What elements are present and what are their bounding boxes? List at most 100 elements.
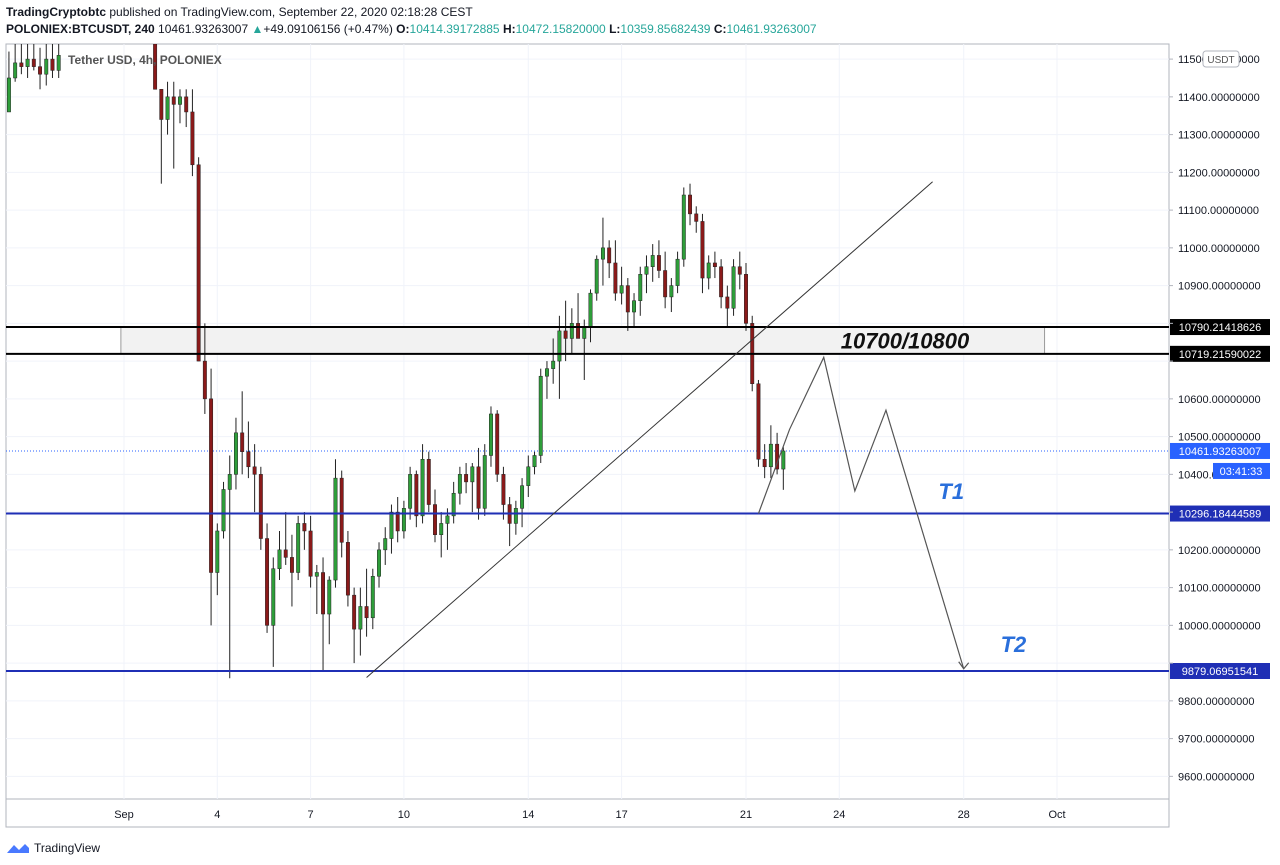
candle-down[interactable] — [184, 89, 189, 128]
candle-up[interactable] — [551, 338, 556, 384]
candle-down[interactable] — [433, 489, 437, 543]
candle-down[interactable] — [345, 530, 350, 607]
candle-down[interactable] — [762, 444, 767, 479]
publisher-name[interactable]: TradingCryptobtc — [6, 5, 107, 19]
candle-up[interactable] — [650, 244, 655, 282]
candle-up[interactable] — [632, 293, 636, 328]
footer-brand[interactable]: TradingView — [34, 841, 101, 855]
last-price-tag[interactable]: 10461.93263007 — [1170, 442, 1270, 459]
candle-down[interactable] — [756, 379, 761, 467]
candle-up[interactable] — [594, 255, 599, 301]
candle-up[interactable] — [638, 266, 643, 316]
candle-down[interactable] — [725, 285, 730, 328]
level-price-label[interactable]: 10296.18444589 — [1170, 505, 1270, 522]
candle-up[interactable] — [482, 444, 487, 516]
candle-down[interactable] — [31, 44, 36, 71]
candle-down[interactable] — [414, 470, 419, 528]
candle-down[interactable] — [694, 206, 699, 233]
candle-up[interactable] — [420, 444, 425, 524]
candle-up[interactable] — [600, 217, 605, 286]
candle-up[interactable] — [451, 481, 456, 524]
candle-up[interactable] — [545, 361, 549, 399]
candle-up[interactable] — [215, 523, 220, 596]
candle-up[interactable] — [377, 542, 381, 588]
candle-up[interactable] — [277, 530, 282, 581]
candle-up[interactable] — [532, 451, 537, 475]
projection-path[interactable] — [757, 355, 965, 669]
candle-down[interactable] — [283, 512, 288, 565]
candle-down[interactable] — [209, 368, 214, 626]
candle-up[interactable] — [489, 406, 493, 467]
candle-up[interactable] — [538, 368, 543, 464]
level-price-label[interactable]: 10790.21418626 — [1170, 319, 1270, 336]
level-price-label[interactable]: 9879.06951541 — [1170, 663, 1270, 680]
candle-down[interactable] — [426, 451, 431, 513]
price-axis[interactable]: 10790.21418626 10719.21590022 10296.184445… — [1169, 54, 1270, 783]
candle-down[interactable] — [576, 293, 581, 339]
candle-up[interactable] — [44, 44, 49, 86]
candle-down[interactable] — [464, 463, 469, 494]
candle-down[interactable] — [202, 323, 207, 414]
candle-up[interactable] — [389, 504, 394, 554]
candle-down[interactable] — [607, 240, 612, 279]
candle-up[interactable] — [644, 255, 649, 294]
candle-up[interactable] — [296, 515, 301, 581]
time-axis[interactable]: Sep 4 7 10 14 17 21 24 28 Oct — [114, 809, 1065, 821]
countdown-tag[interactable]: 03:41:33 — [1213, 462, 1270, 479]
candle-up[interactable] — [165, 81, 170, 135]
candle-down[interactable] — [656, 240, 661, 279]
candle-down[interactable] — [476, 447, 481, 520]
candle-up[interactable] — [520, 478, 525, 528]
candle-up[interactable] — [13, 44, 18, 82]
candle-down[interactable] — [321, 557, 325, 671]
level-price-label[interactable]: 10719.21590022 — [1170, 345, 1270, 362]
candle-down[interactable] — [159, 89, 164, 184]
candle-up[interactable] — [227, 455, 232, 679]
candle-down[interactable] — [395, 497, 400, 543]
symbol-name[interactable]: POLONIEX:BTCUSDT, 240 — [6, 22, 155, 36]
candle-down[interactable] — [302, 512, 307, 550]
candle-up[interactable] — [569, 308, 574, 354]
candle-down[interactable] — [613, 240, 618, 301]
candle-down[interactable] — [775, 432, 780, 475]
candle-up[interactable] — [401, 500, 406, 539]
candle-down[interactable] — [196, 157, 201, 362]
candle-up[interactable] — [781, 447, 786, 490]
candle-up[interactable] — [333, 459, 338, 588]
candle-up[interactable] — [234, 417, 238, 490]
candle-up[interactable] — [370, 568, 375, 630]
candle-down[interactable] — [744, 262, 748, 331]
candle-up[interactable] — [675, 251, 680, 294]
candle-up[interactable] — [557, 315, 562, 399]
candle-up[interactable] — [669, 278, 674, 313]
candle-up[interactable] — [178, 89, 182, 124]
candle-down[interactable] — [712, 251, 717, 279]
candle-down[interactable] — [308, 515, 313, 588]
candle-down[interactable] — [352, 587, 357, 664]
candle-down[interactable] — [50, 44, 55, 78]
candle-up[interactable] — [6, 51, 11, 113]
candle-up[interactable] — [619, 266, 624, 305]
candle-up[interactable] — [706, 255, 711, 290]
candle-down[interactable] — [688, 183, 692, 226]
candle-up[interactable] — [681, 187, 686, 267]
currency-badge[interactable]: USDT — [1202, 50, 1240, 68]
candle-down[interactable] — [289, 534, 294, 607]
candle-up[interactable] — [470, 463, 475, 513]
candle-down[interactable] — [171, 81, 176, 169]
candle-up[interactable] — [439, 512, 444, 558]
candle-down[interactable] — [252, 444, 257, 513]
candle-up[interactable] — [271, 557, 276, 667]
candle-up[interactable] — [445, 508, 450, 550]
candle-up[interactable] — [221, 481, 226, 539]
candle-down[interactable] — [153, 36, 158, 90]
candle-up[interactable] — [383, 527, 388, 565]
candle-up[interactable] — [327, 576, 332, 645]
candle-down[interactable] — [364, 568, 369, 637]
candle-up[interactable] — [513, 500, 518, 535]
candle-down[interactable] — [507, 497, 512, 547]
trend-line[interactable] — [366, 181, 933, 678]
candle-up[interactable] — [25, 44, 30, 78]
candle-up[interactable] — [358, 587, 363, 656]
